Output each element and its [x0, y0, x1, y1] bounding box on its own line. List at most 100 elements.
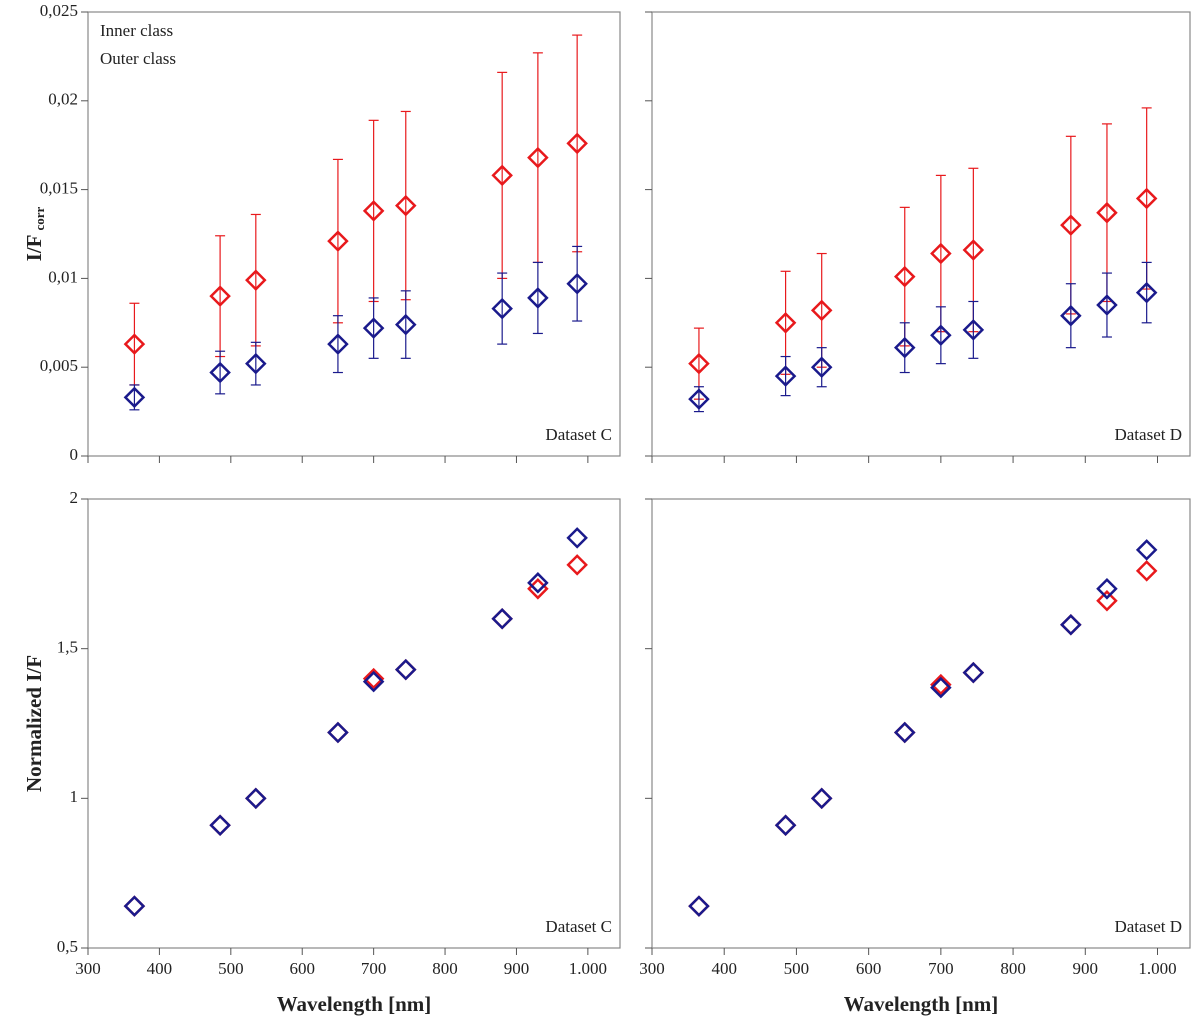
point: [362, 317, 385, 339]
error-bar: [129, 302, 140, 386]
point: [688, 895, 710, 917]
point: [395, 313, 417, 336]
point: [327, 721, 349, 744]
error-bar: [400, 290, 411, 359]
plot-frame: [87, 11, 621, 457]
point: [566, 272, 588, 295]
point: [1096, 590, 1118, 612]
point: [209, 814, 231, 837]
point: [962, 239, 985, 261]
x-tick-label: 1.000: [1138, 959, 1176, 978]
point: [1096, 578, 1118, 600]
x-tick-label: 300: [639, 959, 665, 978]
x-axis-label: Wavelength [nm]: [844, 992, 999, 1016]
point: [395, 194, 417, 217]
error-bar: [332, 315, 343, 374]
x-tick-label: 600: [289, 959, 315, 978]
point: [395, 658, 417, 681]
point: [566, 132, 588, 155]
point: [123, 895, 146, 917]
error-bar: [400, 110, 411, 301]
error-bar: [1141, 261, 1152, 324]
legend-entry: Outer class: [100, 49, 176, 68]
x-tick-label: 300: [75, 959, 101, 978]
point: [123, 386, 146, 409]
point: [930, 324, 952, 346]
point: [1060, 613, 1082, 636]
point: [930, 673, 952, 696]
y-tick-label: 0,01: [48, 267, 78, 286]
point: [566, 554, 588, 576]
point: [1135, 560, 1158, 582]
x-tick-label: 900: [1073, 959, 1099, 978]
point: [527, 578, 549, 600]
x-tick-label: 800: [432, 959, 458, 978]
error-bar: [780, 355, 791, 397]
y-axis-label-main: Normalized I/F: [22, 655, 46, 792]
y-tick-label: 0,015: [40, 179, 78, 198]
y-tick-label: 0,005: [40, 356, 78, 375]
point: [491, 164, 513, 187]
legend-entry: Inner class: [100, 21, 173, 40]
point: [962, 661, 985, 684]
y-tick-label: 0,025: [40, 1, 78, 20]
point: [930, 242, 952, 265]
y-tick-label: 2: [70, 488, 79, 507]
x-tick-label: 700: [361, 959, 387, 978]
y-tick-label: 1: [70, 787, 79, 806]
error-bar: [1065, 283, 1076, 349]
error-bar: [497, 272, 508, 345]
error-bar: [968, 300, 979, 359]
x-tick-label: 500: [784, 959, 810, 978]
point: [810, 787, 833, 810]
error-bar: [368, 119, 379, 303]
point: [1135, 281, 1158, 304]
x-tick-label: 500: [218, 959, 244, 978]
point: [810, 356, 833, 378]
point: [209, 285, 231, 307]
plot-frame: [651, 498, 1191, 949]
x-tick-label: 800: [1000, 959, 1026, 978]
annotation: Dataset C: [545, 425, 612, 444]
point: [810, 299, 833, 322]
annotation: Dataset D: [1114, 425, 1182, 444]
point: [362, 200, 385, 222]
error-bar: [250, 341, 261, 386]
point: [327, 333, 349, 355]
error-bar: [215, 350, 226, 395]
point: [1096, 294, 1118, 316]
annotation: Dataset D: [1114, 917, 1182, 936]
point: [245, 787, 267, 810]
error-bar: [816, 347, 827, 388]
point: [774, 814, 797, 837]
point: [491, 297, 513, 320]
point: [1096, 201, 1118, 224]
point: [327, 721, 349, 744]
error-bar: [532, 52, 543, 264]
point: [527, 146, 549, 169]
point: [1135, 187, 1158, 210]
point: [327, 230, 349, 252]
point: [774, 312, 797, 334]
point: [491, 607, 513, 630]
point: [774, 365, 797, 387]
error-bar: [935, 306, 946, 365]
point: [527, 287, 549, 309]
error-bar: [332, 158, 343, 324]
point: [123, 895, 146, 917]
error-bar: [572, 34, 583, 253]
y-axis-label: I/F corr: [22, 206, 47, 261]
point: [962, 319, 985, 341]
x-tick-label: 600: [856, 959, 882, 978]
point: [123, 333, 146, 355]
point: [209, 361, 231, 384]
x-tick-label: 900: [504, 959, 530, 978]
error-bar: [1101, 272, 1112, 338]
y-axis-label: Normalized I/F: [22, 655, 46, 792]
plot-frame: [87, 498, 621, 949]
error-bar: [532, 261, 543, 335]
error-bar: [215, 235, 226, 358]
point: [245, 269, 267, 291]
x-axis-label: Wavelength [nm]: [277, 992, 432, 1016]
point: [688, 352, 710, 375]
